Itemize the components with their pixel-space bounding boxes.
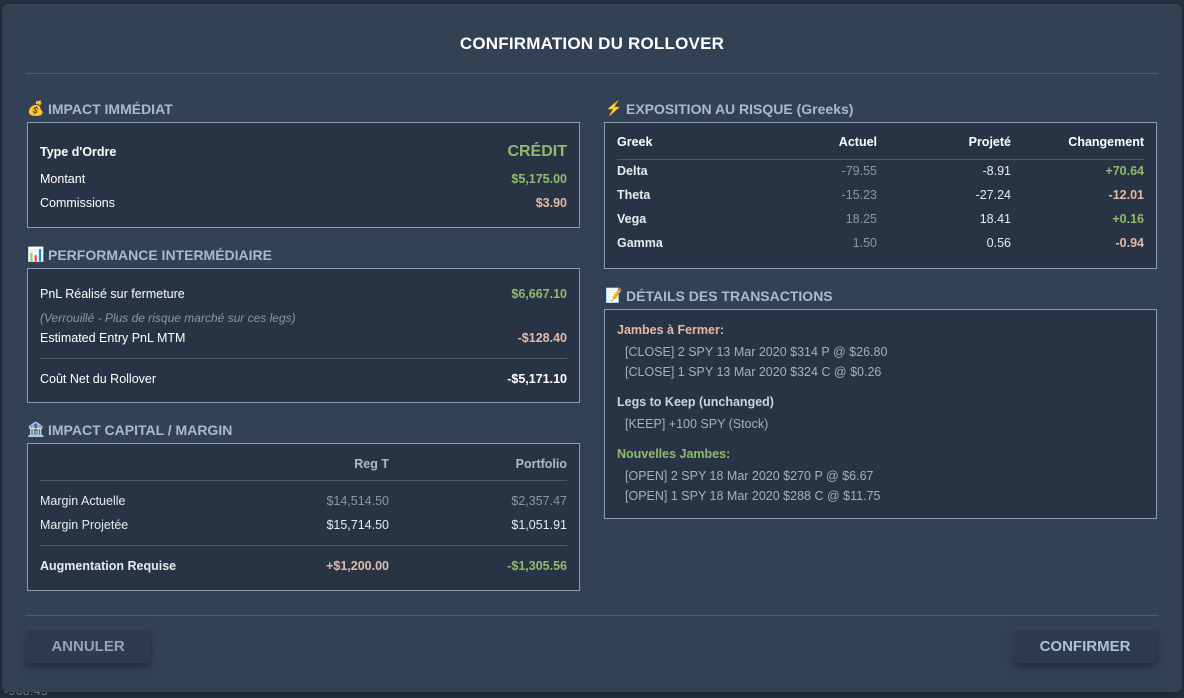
money-bag-icon: 💰 [27,100,45,116]
realized-pnl-label: PnL Réalisé sur fermeture [40,287,185,301]
greeks-panel: Greek Actuel Projeté Changement Delta -7… [604,122,1157,269]
greek-change: -0.94 [1115,236,1145,250]
greek-name: Gamma [617,236,663,250]
footer-divider [26,615,1158,616]
lightning-icon: ⚡ [605,100,623,116]
greeks-header-change: Changement [1068,135,1144,149]
greeks-header-greek: Greek [617,135,653,149]
confirm-button[interactable]: CONFIRMER [1014,629,1156,663]
rollover-confirmation-modal: CONFIRMATION DU ROLLOVER 💰 IMPACT IMMÉDI… [2,4,1182,692]
cancel-button[interactable]: ANNULER [26,629,150,663]
performance-panel: PnL Réalisé sur fermeture $6,667.10 (Ver… [27,268,580,403]
transactions-heading: 📝 DÉTAILS DES TRANSACTIONS [605,287,833,304]
commissions-label: Commissions [40,196,116,210]
margin-row-regt: $14,514.50 [326,494,389,508]
title-divider [26,73,1158,74]
capital-title: IMPACT CAPITAL / MARGIN [48,421,233,438]
capital-heading: 🏦 IMPACT CAPITAL / MARGIN [27,421,232,438]
list-item: [OPEN] 1 SPY 18 Mar 2020 $288 C @ $11.75 [625,489,881,503]
greek-change: +70.64 [1105,164,1144,178]
commissions-row: Commissions $3.90 [40,196,567,210]
entry-pnl-row: Estimated Entry PnL MTM -$128.40 [40,331,567,345]
greek-actuel: -79.55 [841,164,877,178]
table-row: Vega 18.25 18.41 +0.16 [617,212,1144,226]
commissions-value: $3.90 [535,196,567,210]
performance-heading: 📊 PERFORMANCE INTERMÉDIAIRE [27,246,272,263]
performance-title: PERFORMANCE INTERMÉDIAIRE [48,246,273,263]
net-cost-value: -$5,171.10 [507,372,567,386]
greek-name: Vega [617,212,647,226]
modal-title: CONFIRMATION DU ROLLOVER [459,34,725,53]
transactions-title: DÉTAILS DES TRANSACTIONS [626,287,833,304]
table-row: Theta -15.23 -27.24 -12.01 [617,188,1144,202]
greek-actuel: 18.25 [845,212,877,226]
greek-change: -12.01 [1108,188,1144,202]
greeks-header-divider [617,159,1144,160]
order-type-label: Type d'Ordre [40,145,117,159]
margin-total-label: Augmentation Requise [40,559,177,573]
impact-immediat-panel: Type d'Ordre CRÉDIT Montant $5,175.00 Co… [27,122,580,228]
table-row: Gamma 1.50 0.56 -0.94 [617,236,1144,250]
margin-header-regt: Reg T [354,457,389,471]
greeks-header-actuel: Actuel [838,135,877,149]
margin-row-regt: $15,714.50 [326,518,389,532]
greek-projete: -27.24 [975,188,1011,202]
greeks-header-row: Greek Actuel Projeté Changement [617,135,1144,149]
greek-actuel: 1.50 [852,236,877,250]
impact-immediat-heading: 💰 IMPACT IMMÉDIAT [27,100,173,117]
keep-legs-heading: Legs to Keep (unchanged) [617,395,774,409]
margin-row-portfolio: $1,051.91 [511,518,567,532]
greek-actuel: -15.23 [841,188,877,202]
greeks-header-projete: Projeté [968,135,1011,149]
new-legs-heading: Nouvelles Jambes: [617,447,731,461]
margin-header-row: Reg T Portfolio [40,457,567,471]
margin-total-divider [40,545,567,546]
bar-chart-icon: 📊 [27,246,45,262]
close-legs-heading: Jambes à Fermer: [617,323,725,337]
entry-pnl-value: -$128.40 [517,331,567,345]
greek-name: Theta [617,188,651,202]
margin-total-portfolio: -$1,305.56 [507,559,567,573]
margin-row-label: Margin Projetée [40,518,129,532]
greek-projete: 0.56 [986,236,1011,250]
transactions-panel: Jambes à Fermer: [CLOSE] 2 SPY 13 Mar 20… [604,309,1157,519]
order-type-row: Type d'Ordre CRÉDIT [40,143,567,161]
bank-icon: 🏦 [27,421,45,437]
margin-total-row: Augmentation Requise +$1,200.00 -$1,305.… [40,559,567,573]
margin-header-divider [40,480,567,481]
realized-pnl-value: $6,667.10 [511,287,567,301]
capital-panel: Reg T Portfolio Margin Actuelle $14,514.… [27,443,580,591]
order-type-value: CRÉDIT [507,143,567,160]
margin-row-label: Margin Actuelle [40,494,126,508]
margin-row-portfolio: $2,357.47 [511,494,567,508]
greek-change: +0.16 [1112,212,1144,226]
greeks-title: EXPOSITION AU RISQUE (Greeks) [626,100,854,117]
impact-immediat-title: IMPACT IMMÉDIAT [48,100,173,117]
net-cost-row: Coût Net du Rollover -$5,171.10 [40,372,567,386]
amount-value: $5,175.00 [511,172,567,186]
greek-name: Delta [617,164,648,178]
list-item: [KEEP] +100 SPY (Stock) [625,417,769,431]
net-cost-label: Coût Net du Rollover [40,372,157,386]
entry-pnl-label: Estimated Entry PnL MTM [40,331,186,345]
list-item: [OPEN] 2 SPY 18 Mar 2020 $270 P @ $6.67 [625,469,874,483]
realized-pnl-row: PnL Réalisé sur fermeture $6,667.10 [40,287,567,301]
margin-total-regt: +$1,200.00 [326,559,389,573]
performance-divider [40,358,567,359]
locked-note: (Verrouillé - Plus de risque marché sur … [40,311,296,325]
greeks-heading: ⚡ EXPOSITION AU RISQUE (Greeks) [605,100,853,117]
table-row: Delta -79.55 -8.91 +70.64 [617,164,1144,178]
greek-projete: 18.41 [979,212,1011,226]
amount-row: Montant $5,175.00 [40,172,567,186]
margin-header-portfolio: Portfolio [515,457,567,471]
table-row: Margin Actuelle $14,514.50 $2,357.47 [40,494,567,508]
greek-projete: -8.91 [982,164,1012,178]
amount-label: Montant [40,172,86,186]
table-row: Margin Projetée $15,714.50 $1,051.91 [40,518,567,532]
list-item: [CLOSE] 1 SPY 13 Mar 2020 $324 C @ $0.26 [625,365,882,379]
memo-icon: 📝 [605,287,623,303]
list-item: [CLOSE] 2 SPY 13 Mar 2020 $314 P @ $26.8… [625,345,888,359]
